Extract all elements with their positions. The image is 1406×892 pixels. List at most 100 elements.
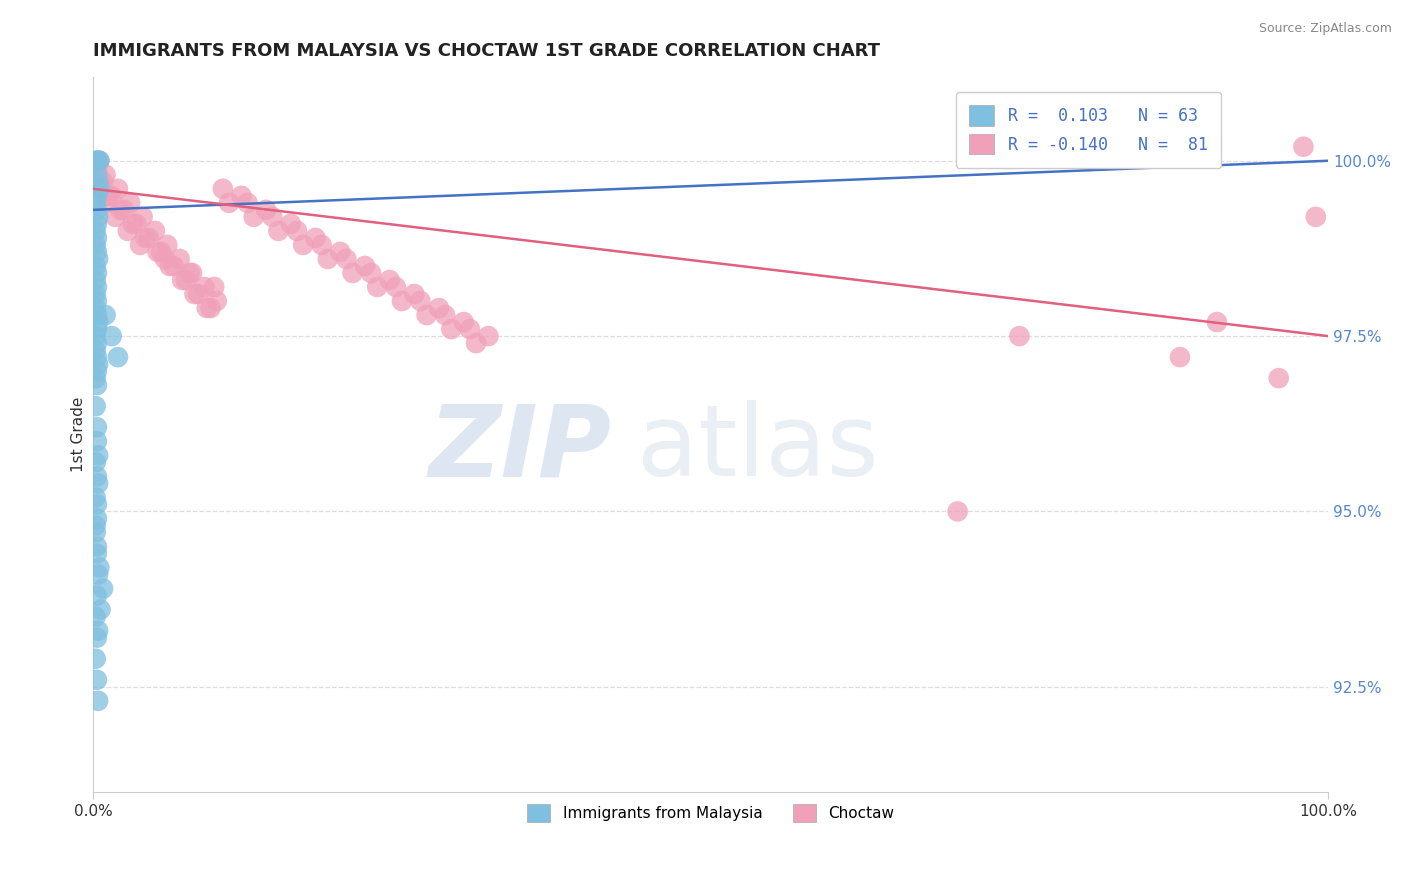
- Point: [138, 231, 160, 245]
- Point: [86, 511, 108, 525]
- Point: [87, 448, 110, 462]
- Point: [86, 434, 108, 449]
- Point: [87, 210, 110, 224]
- Point: [1267, 371, 1289, 385]
- Point: [100, 329, 122, 343]
- Text: ZIP: ZIP: [429, 401, 612, 497]
- Point: [335, 252, 357, 266]
- Point: [218, 195, 240, 210]
- Point: [311, 238, 333, 252]
- Point: [86, 202, 108, 217]
- Point: [117, 224, 139, 238]
- Point: [354, 259, 377, 273]
- Point: [366, 280, 388, 294]
- Point: [107, 350, 129, 364]
- Point: [427, 301, 450, 315]
- Point: [477, 329, 499, 343]
- Point: [86, 589, 108, 603]
- Point: [86, 266, 108, 280]
- Point: [129, 238, 152, 252]
- Point: [86, 293, 108, 308]
- Point: [946, 504, 969, 518]
- Point: [94, 168, 117, 182]
- Point: [195, 301, 218, 315]
- Point: [86, 217, 108, 231]
- Point: [86, 161, 108, 175]
- Point: [242, 210, 264, 224]
- Point: [90, 602, 112, 616]
- Point: [86, 189, 108, 203]
- Text: atlas: atlas: [637, 401, 879, 497]
- Point: [254, 202, 277, 217]
- Point: [86, 322, 108, 336]
- Point: [107, 182, 129, 196]
- Point: [89, 560, 111, 574]
- Point: [440, 322, 463, 336]
- Point: [87, 476, 110, 491]
- Point: [391, 293, 413, 308]
- Point: [292, 238, 315, 252]
- Point: [94, 308, 117, 322]
- Point: [156, 238, 179, 252]
- Point: [84, 273, 107, 287]
- Point: [86, 469, 108, 483]
- Point: [360, 266, 382, 280]
- Point: [89, 182, 111, 196]
- Point: [87, 567, 110, 582]
- Text: IMMIGRANTS FROM MALAYSIA VS CHOCTAW 1ST GRADE CORRELATION CHART: IMMIGRANTS FROM MALAYSIA VS CHOCTAW 1ST …: [93, 42, 880, 60]
- Point: [200, 301, 222, 315]
- Point: [159, 259, 181, 273]
- Point: [84, 525, 107, 540]
- Point: [91, 582, 114, 596]
- Point: [162, 259, 184, 273]
- Point: [205, 293, 228, 308]
- Point: [172, 273, 194, 287]
- Point: [86, 673, 108, 687]
- Point: [150, 244, 173, 259]
- Point: [409, 293, 432, 308]
- Point: [86, 336, 108, 351]
- Point: [86, 280, 108, 294]
- Text: Source: ZipAtlas.com: Source: ZipAtlas.com: [1258, 22, 1392, 36]
- Point: [84, 455, 107, 469]
- Point: [87, 168, 110, 182]
- Point: [183, 287, 205, 301]
- Point: [89, 153, 111, 168]
- Point: [84, 518, 107, 533]
- Point: [280, 217, 302, 231]
- Point: [86, 153, 108, 168]
- Point: [342, 266, 364, 280]
- Point: [84, 287, 107, 301]
- Point: [100, 189, 122, 203]
- Point: [153, 252, 176, 266]
- Point: [134, 231, 156, 245]
- Point: [212, 182, 235, 196]
- Point: [87, 357, 110, 371]
- Point: [91, 175, 114, 189]
- Point: [84, 195, 107, 210]
- Point: [87, 153, 110, 168]
- Point: [84, 329, 107, 343]
- Point: [1305, 210, 1327, 224]
- Point: [285, 224, 308, 238]
- Legend: Immigrants from Malaysia, Choctaw: Immigrants from Malaysia, Choctaw: [515, 791, 907, 834]
- Point: [458, 322, 481, 336]
- Point: [112, 202, 135, 217]
- Point: [465, 336, 488, 351]
- Point: [86, 308, 108, 322]
- Point: [86, 547, 108, 561]
- Point: [187, 287, 209, 301]
- Point: [86, 231, 108, 245]
- Point: [131, 210, 153, 224]
- Point: [87, 315, 110, 329]
- Point: [267, 224, 290, 238]
- Point: [262, 210, 284, 224]
- Point: [87, 624, 110, 638]
- Point: [86, 497, 108, 511]
- Point: [84, 399, 107, 413]
- Point: [125, 217, 148, 231]
- Point: [86, 364, 108, 378]
- Point: [329, 244, 352, 259]
- Point: [104, 210, 127, 224]
- Point: [193, 280, 215, 294]
